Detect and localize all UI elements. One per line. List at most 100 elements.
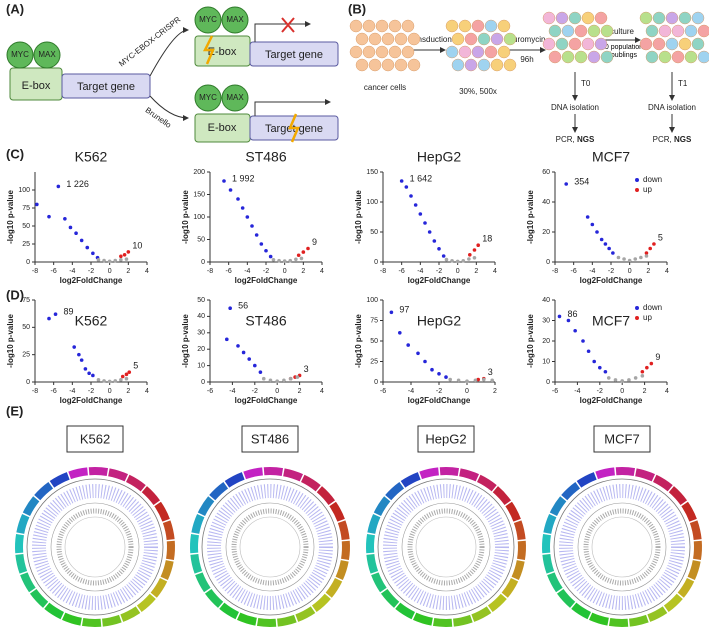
- data-point: [616, 255, 621, 260]
- data-point: [119, 254, 123, 259]
- panel-label: (A): [6, 1, 24, 16]
- cell-icon: [697, 24, 709, 38]
- inner-band: [583, 508, 661, 586]
- y-tick-label: 200: [193, 169, 205, 176]
- myc-label: MYC: [11, 50, 29, 59]
- x-tick-label: -6: [571, 268, 577, 275]
- label-box: [593, 425, 651, 453]
- track-ring: [239, 516, 301, 578]
- cell-icon: [600, 24, 614, 38]
- cell-icon: [451, 58, 465, 72]
- cell-icon: [349, 45, 363, 59]
- data-point: [299, 256, 304, 261]
- y-tick-label: 10: [197, 362, 205, 369]
- brunello-label: Brunello: [144, 106, 174, 131]
- x-axis-label: log2FoldChange: [235, 276, 298, 285]
- cell-icon: [555, 11, 569, 25]
- x-tick-label: -2: [436, 268, 442, 275]
- y-tick-label: 75: [370, 317, 378, 324]
- step-label: PCR, NGS: [653, 135, 692, 144]
- cell-icon: [458, 19, 472, 33]
- myc-node: [6, 41, 34, 69]
- x-tick-label: 2: [126, 268, 130, 275]
- x-tick-label: 0: [456, 268, 460, 275]
- cell-icon: [388, 19, 402, 33]
- data-point: [253, 363, 257, 368]
- data-point: [53, 312, 58, 317]
- data-point: [456, 378, 461, 383]
- data-point: [245, 215, 250, 219]
- chromosome-segment: [647, 606, 668, 622]
- data-point: [236, 197, 240, 201]
- count-label: 9: [655, 352, 660, 362]
- data-point: [427, 230, 432, 234]
- chromosome-segment: [61, 612, 82, 626]
- cell-icon: [555, 37, 569, 51]
- data-point: [418, 212, 423, 216]
- chromosome-segment: [15, 533, 24, 554]
- cell-icon: [658, 50, 672, 64]
- data-point: [603, 242, 608, 246]
- y-tick-label: 50: [22, 324, 30, 331]
- data-point: [282, 259, 287, 263]
- count-label: 1 642: [410, 173, 433, 183]
- cell-icon: [594, 37, 608, 51]
- count-label: 5: [658, 232, 663, 242]
- cell-icon: [407, 58, 421, 72]
- y-tick-label: 40: [542, 297, 550, 304]
- cell-icon: [503, 32, 517, 46]
- chromosome-segment: [501, 578, 519, 598]
- chromosome-segment: [44, 602, 64, 620]
- panel-b: cancer cells transduction 30%, 500x puro…: [349, 11, 709, 144]
- data-point: [113, 258, 118, 263]
- track-ring: [50, 502, 140, 592]
- x-tick-label: -6: [226, 268, 232, 275]
- y-tick-label: 20: [197, 346, 205, 353]
- chromosome-segment: [160, 560, 174, 581]
- cut-icon: [202, 35, 215, 65]
- count-label: 3: [488, 367, 493, 377]
- y-tick-label: 40: [197, 313, 205, 320]
- inner-band: [56, 508, 134, 586]
- step-label: 30%, 500x: [459, 87, 497, 96]
- chromosome-segment: [505, 501, 521, 522]
- cell-icon: [561, 24, 575, 38]
- legend-marker: [635, 178, 639, 182]
- legend-label: down: [643, 303, 662, 312]
- data-point: [282, 378, 286, 383]
- chromosome-segment: [663, 593, 683, 613]
- chromosome-segment: [492, 486, 512, 506]
- chromosome-segment: [542, 554, 555, 574]
- cell-icon: [678, 37, 692, 51]
- chromosome-segment: [380, 588, 400, 608]
- cell-icon: [484, 45, 498, 59]
- data-point: [107, 379, 112, 384]
- data-point: [461, 259, 466, 263]
- data-point: [389, 310, 394, 315]
- data-point: [225, 337, 229, 342]
- y-tick-label: 150: [366, 169, 378, 176]
- y-tick-label: 0: [26, 259, 30, 266]
- target-label: Target gene: [77, 81, 135, 93]
- cell-icon: [645, 50, 659, 64]
- data-point: [566, 318, 571, 323]
- chromosome-segment: [236, 612, 257, 626]
- data-point: [404, 185, 409, 189]
- data-point: [423, 359, 427, 364]
- chart-title: K562: [75, 149, 108, 165]
- x-tick-label: 4: [145, 388, 149, 395]
- cell-icon: [574, 50, 588, 64]
- y-tick-label: 0: [374, 379, 378, 386]
- cell-icon: [497, 19, 511, 33]
- chromosome-segment: [195, 572, 211, 593]
- cell-icon: [471, 19, 485, 33]
- cell-icon: [581, 37, 595, 51]
- track-ring: [415, 516, 477, 578]
- cell-icon: [497, 45, 511, 59]
- legend-marker: [635, 188, 639, 192]
- x-tick-label: -8: [32, 268, 38, 275]
- legend-label: up: [643, 185, 652, 194]
- y-tick-label: 75: [22, 297, 30, 304]
- myc-node: [194, 6, 222, 34]
- chromosome-segment: [29, 588, 49, 608]
